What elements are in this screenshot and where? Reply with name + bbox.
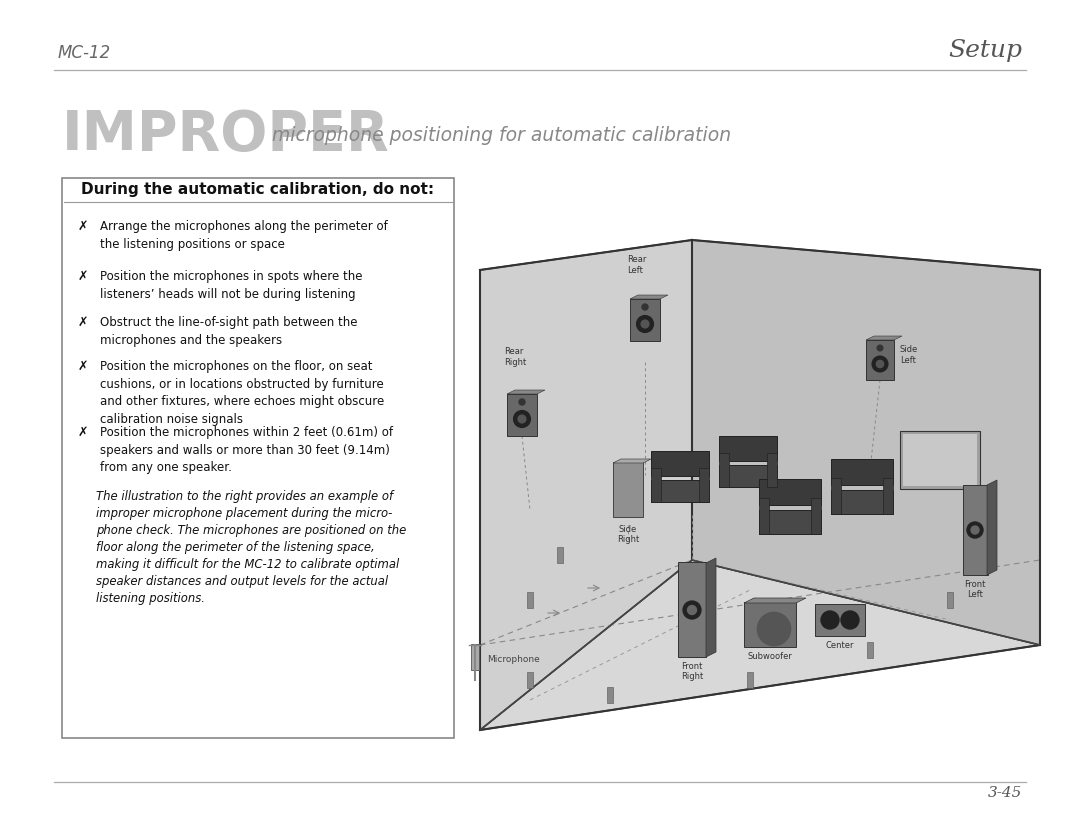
Bar xyxy=(900,431,980,489)
Bar xyxy=(630,299,660,341)
Text: The illustration to the right provides an example of
improper microphone placeme: The illustration to the right provides a… xyxy=(96,490,406,605)
Bar xyxy=(811,498,821,534)
Text: ✗: ✗ xyxy=(78,360,89,373)
Bar xyxy=(947,592,953,608)
Bar xyxy=(719,465,777,487)
Text: IMPROPER: IMPROPER xyxy=(62,108,390,162)
Bar xyxy=(471,644,480,670)
Circle shape xyxy=(642,320,649,328)
Bar xyxy=(557,547,563,563)
Text: ✗: ✗ xyxy=(78,316,89,329)
Text: Side
Right: Side Right xyxy=(617,525,639,545)
Text: Subwoofer: Subwoofer xyxy=(747,652,793,661)
Text: Center: Center xyxy=(826,641,854,650)
Circle shape xyxy=(873,356,888,372)
Text: Setup: Setup xyxy=(948,39,1022,62)
Bar xyxy=(699,468,708,502)
Text: Rear
Right: Rear Right xyxy=(504,347,526,367)
Text: Side
Left: Side Left xyxy=(900,345,918,364)
Circle shape xyxy=(514,410,530,427)
Bar xyxy=(815,604,865,636)
Bar xyxy=(767,453,777,487)
Bar xyxy=(831,478,841,514)
Circle shape xyxy=(683,601,701,619)
Polygon shape xyxy=(613,459,651,463)
Polygon shape xyxy=(480,560,1040,730)
Bar xyxy=(527,672,534,688)
Text: Rear
Left: Rear Left xyxy=(627,255,646,274)
Bar xyxy=(527,592,534,608)
Bar xyxy=(759,498,769,534)
Text: ✗: ✗ xyxy=(78,220,89,233)
Bar xyxy=(883,478,893,514)
Text: 3-45: 3-45 xyxy=(987,786,1022,800)
Text: Position the microphones on the floor, on seat
cushions, or in locations obstruc: Position the microphones on the floor, o… xyxy=(100,360,384,425)
Circle shape xyxy=(688,605,697,615)
Circle shape xyxy=(876,360,883,368)
Bar xyxy=(759,479,821,505)
Bar xyxy=(507,394,537,436)
Text: Front
Left: Front Left xyxy=(964,580,986,600)
Bar xyxy=(747,672,753,688)
Polygon shape xyxy=(630,295,669,299)
Text: Position the microphones in spots where the
listeners’ heads will not be during : Position the microphones in spots where … xyxy=(100,270,363,300)
Bar xyxy=(651,468,661,502)
Polygon shape xyxy=(744,598,806,603)
Text: Microphone: Microphone xyxy=(487,656,540,665)
Text: ✗: ✗ xyxy=(78,270,89,283)
Bar xyxy=(867,642,873,658)
Polygon shape xyxy=(480,240,692,730)
Bar xyxy=(719,435,777,460)
Polygon shape xyxy=(692,240,1040,645)
Circle shape xyxy=(877,345,882,351)
Polygon shape xyxy=(507,390,545,394)
Bar xyxy=(613,462,643,517)
Text: Front
Right: Front Right xyxy=(680,662,703,681)
Circle shape xyxy=(841,611,859,629)
Bar xyxy=(651,450,708,475)
Text: microphone positioning for automatic calibration: microphone positioning for automatic cal… xyxy=(272,125,731,144)
Bar xyxy=(62,178,454,738)
Bar xyxy=(963,485,988,575)
Polygon shape xyxy=(866,336,902,340)
Bar xyxy=(651,480,708,502)
Text: Position the microphones within 2 feet (0.61m) of
speakers and walls or more tha: Position the microphones within 2 feet (… xyxy=(100,426,393,474)
Bar xyxy=(678,562,706,657)
Bar xyxy=(831,490,893,514)
Bar xyxy=(831,459,893,485)
Circle shape xyxy=(518,415,526,423)
Text: Arrange the microphones along the perimeter of
the listening positions or space: Arrange the microphones along the perime… xyxy=(100,220,388,250)
Polygon shape xyxy=(987,480,997,575)
Bar xyxy=(744,602,796,647)
Circle shape xyxy=(821,611,839,629)
Circle shape xyxy=(636,315,653,333)
Text: Obstruct the line-of-sight path between the
microphones and the speakers: Obstruct the line-of-sight path between … xyxy=(100,316,357,346)
Circle shape xyxy=(642,304,648,310)
Bar xyxy=(719,453,729,487)
Bar xyxy=(759,510,821,534)
Text: ✗: ✗ xyxy=(78,426,89,439)
Circle shape xyxy=(519,399,525,405)
Bar xyxy=(607,687,613,703)
Bar xyxy=(866,340,894,380)
Text: MC-12: MC-12 xyxy=(58,44,111,62)
Circle shape xyxy=(757,612,791,646)
Polygon shape xyxy=(706,558,716,657)
Circle shape xyxy=(971,526,978,534)
Circle shape xyxy=(967,522,983,538)
Text: During the automatic calibration, do not:: During the automatic calibration, do not… xyxy=(81,182,434,197)
Bar xyxy=(903,434,977,486)
